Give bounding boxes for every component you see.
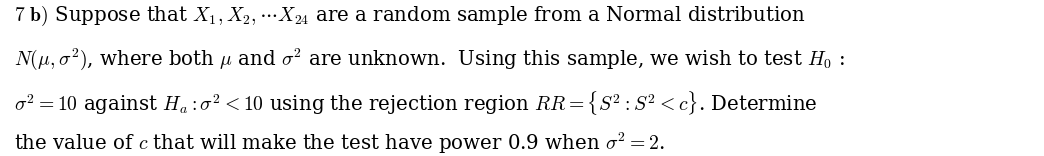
Text: $\sigma^2 = 10$ against $H_a : \sigma^2 < 10$ using the rejection region $RR = \: $\sigma^2 = 10$ against $H_a : \sigma^2 … [14, 89, 817, 117]
Text: the value of $c$ that will make the test have power 0.9 when $\sigma^2 = 2$.: the value of $c$ that will make the test… [14, 131, 664, 156]
Text: $\mathbf{7\ b)}$ Suppose that $X_1, X_2, \cdots X_{24}$ are a random sample from: $\mathbf{7\ b)}$ Suppose that $X_1, X_2,… [14, 5, 805, 28]
Text: $N(\mu, \sigma^2)$, where both $\mu$ and $\sigma^2$ are unknown.  Using this sam: $N(\mu, \sigma^2)$, where both $\mu$ and… [14, 47, 845, 72]
